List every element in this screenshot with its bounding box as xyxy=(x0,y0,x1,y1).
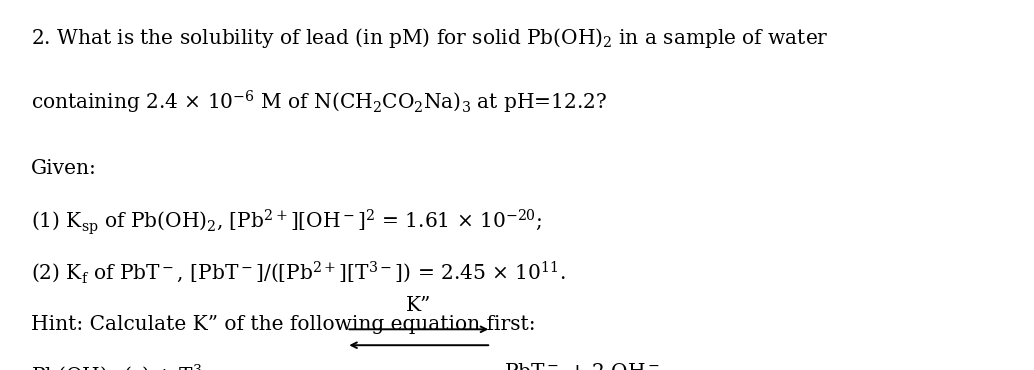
Text: containing 2.4 $\times$ 10$^{-6}$ M of N(CH$_2$CO$_2$Na)$_3$ at pH=12.2?: containing 2.4 $\times$ 10$^{-6}$ M of N… xyxy=(31,89,607,116)
Text: (1) K$_{\mathrm{sp}}$ of Pb(OH)$_2$, [Pb$^{2+}$][OH$^-$]$^2$ = 1.61 $\times$ 10$: (1) K$_{\mathrm{sp}}$ of Pb(OH)$_2$, [Pb… xyxy=(31,207,542,237)
Text: (2) K$_{\mathrm{f}}$ of PbT$^-$, [PbT$^-$]/([Pb$^{2+}$][T$^{3-}$]) = 2.45 $\time: (2) K$_{\mathrm{f}}$ of PbT$^-$, [PbT$^-… xyxy=(31,259,566,285)
Text: K”: K” xyxy=(406,296,431,315)
Text: Pb(OH)$_2$ (s) + T$^{3-}$: Pb(OH)$_2$ (s) + T$^{3-}$ xyxy=(31,363,216,370)
Text: Hint: Calculate K” of the following equation first:: Hint: Calculate K” of the following equa… xyxy=(31,314,536,333)
Text: Given:: Given: xyxy=(31,159,97,178)
Text: PbT$^-$ + 2 OH$^-$: PbT$^-$ + 2 OH$^-$ xyxy=(504,363,660,370)
Text: 2. What is the solubility of lead (in pM) for solid Pb(OH)$_2$ in a sample of wa: 2. What is the solubility of lead (in pM… xyxy=(31,26,828,50)
